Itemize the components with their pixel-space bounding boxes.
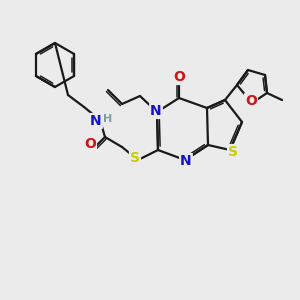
Text: O: O: [245, 94, 257, 108]
Text: O: O: [173, 70, 185, 84]
Text: N: N: [180, 154, 192, 168]
Text: H: H: [103, 114, 112, 124]
Text: S: S: [130, 151, 140, 165]
Text: N: N: [150, 104, 162, 118]
Text: S: S: [228, 145, 238, 159]
Text: O: O: [84, 137, 96, 151]
Text: N: N: [90, 114, 102, 128]
